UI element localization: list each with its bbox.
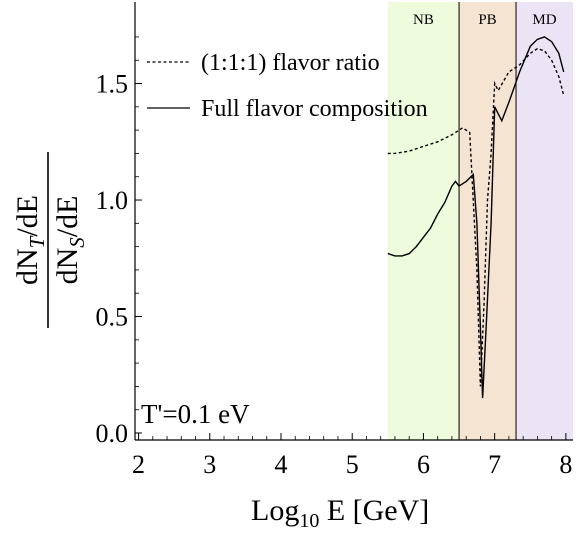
region-labels: NB PB MD [413, 12, 557, 28]
series-line-full-composition [387, 36, 565, 399]
svg-text:dNT/dE: dNT/dE [11, 195, 49, 285]
x-axis-title: Log10 E [GeV] [251, 494, 429, 532]
legend-label-solid: Full flavor composition [201, 96, 428, 122]
y-tick-label: 0.5 [96, 303, 129, 332]
y-tick-label: 0.0 [96, 419, 129, 448]
y-axis-title: dNT/dE dNS/dE [11, 152, 89, 328]
x-tick-label: 5 [346, 450, 359, 479]
x-tick-label: 3 [203, 450, 216, 479]
legend-label-dashed: (1:1:1) flavor ratio [201, 50, 380, 76]
x-tick-label: 8 [559, 450, 572, 479]
series-lines [387, 36, 565, 399]
x-tick-label: 6 [417, 450, 430, 479]
x-tick-label: 4 [275, 450, 288, 479]
region-label-pb: PB [478, 12, 496, 28]
region-band-pb [459, 2, 517, 440]
svg-text:dNS/dE: dNS/dE [51, 196, 89, 285]
x-tick-label: 7 [488, 450, 501, 479]
series-line-flavor-ratio [387, 47, 565, 387]
region-label-nb: NB [413, 12, 434, 28]
region-band-nb [387, 2, 460, 440]
legend: (1:1:1) flavor ratio Full flavor composi… [147, 50, 428, 122]
region-label-md: MD [532, 12, 556, 28]
x-tick-label: 2 [132, 450, 145, 479]
x-ticks: 2 3 4 5 6 7 8 [132, 433, 572, 479]
plot-frame [134, 2, 573, 441]
y-tick-label: 1.0 [96, 186, 129, 215]
region-band-md [516, 2, 573, 440]
y-ticks: 0.0 0.5 1.0 1.5 [96, 36, 142, 448]
y-tick-label: 1.5 [96, 70, 129, 99]
temperature-annotation: T'=0.1 eV [141, 399, 250, 429]
